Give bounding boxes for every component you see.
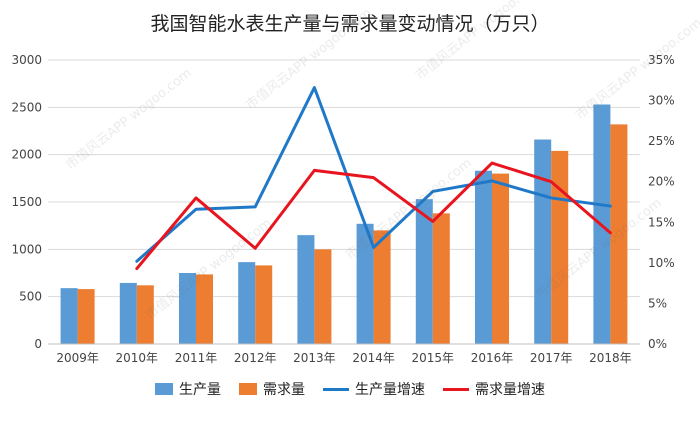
legend-label-demand-growth: 需求量增速 [475, 379, 545, 399]
y2-tick-label: 25% [648, 134, 675, 148]
bar-production [238, 262, 255, 344]
bar-demand [374, 230, 391, 344]
x-tick-label: 2014年 [352, 351, 395, 365]
y2-tick-label: 10% [648, 256, 675, 270]
bar-production [475, 171, 492, 344]
bar-demand [78, 289, 95, 344]
bar-production [534, 140, 551, 344]
legend-swatch-demand [239, 383, 257, 395]
legend-swatch-production [155, 383, 173, 395]
bar-demand [433, 213, 450, 344]
bar-demand [551, 151, 568, 344]
y2-tick-label: 20% [648, 175, 675, 189]
bar-production [120, 283, 137, 344]
x-tick-label: 2011年 [175, 351, 218, 365]
bar-demand [492, 174, 509, 344]
y-tick-label: 3000 [11, 53, 42, 67]
legend-label-demand: 需求量 [263, 379, 305, 399]
legend-label-production-growth: 生产量增速 [355, 379, 425, 399]
y-tick-label: 2000 [11, 148, 42, 162]
x-tick-label: 2010年 [116, 351, 159, 365]
x-tick-label: 2009年 [56, 351, 99, 365]
bars [61, 104, 628, 344]
legend: 生产量 需求量 生产量增速 需求量增速 [0, 376, 700, 402]
y2-tick-label: 0% [648, 337, 667, 351]
x-tick-label: 2013年 [293, 351, 336, 365]
legend-item-demand-growth: 需求量增速 [443, 379, 545, 399]
legend-swatch-production-growth [323, 388, 349, 391]
y-tick-label: 500 [19, 290, 42, 304]
bar-production [297, 235, 314, 344]
legend-item-production: 生产量 [155, 379, 221, 399]
y-tick-label: 0 [34, 337, 42, 351]
x-tick-label: 2016年 [471, 351, 514, 365]
y-tick-label: 1500 [11, 195, 42, 209]
x-tick-label: 2018年 [589, 351, 632, 365]
y-tick-label: 2500 [11, 100, 42, 114]
legend-label-production: 生产量 [179, 379, 221, 399]
axes: 0500100015002000250030000%5%10%15%20%25%… [11, 53, 674, 365]
legend-item-demand: 需求量 [239, 379, 305, 399]
x-tick-label: 2017年 [530, 351, 573, 365]
y-tick-label: 1000 [11, 242, 42, 256]
legend-item-production-growth: 生产量增速 [323, 379, 425, 399]
watermark-text: 市值风云APP wogoo.com [343, 155, 475, 263]
watermark-text: 市值风云APP wogoo.com [63, 65, 195, 173]
x-tick-label: 2012年 [234, 351, 277, 365]
bar-demand [314, 249, 331, 344]
y2-tick-label: 30% [648, 94, 675, 108]
x-tick-label: 2015年 [412, 351, 455, 365]
bar-production [61, 288, 78, 344]
y2-tick-label: 5% [648, 296, 667, 310]
legend-swatch-demand-growth [443, 388, 469, 391]
bar-demand [255, 265, 272, 344]
